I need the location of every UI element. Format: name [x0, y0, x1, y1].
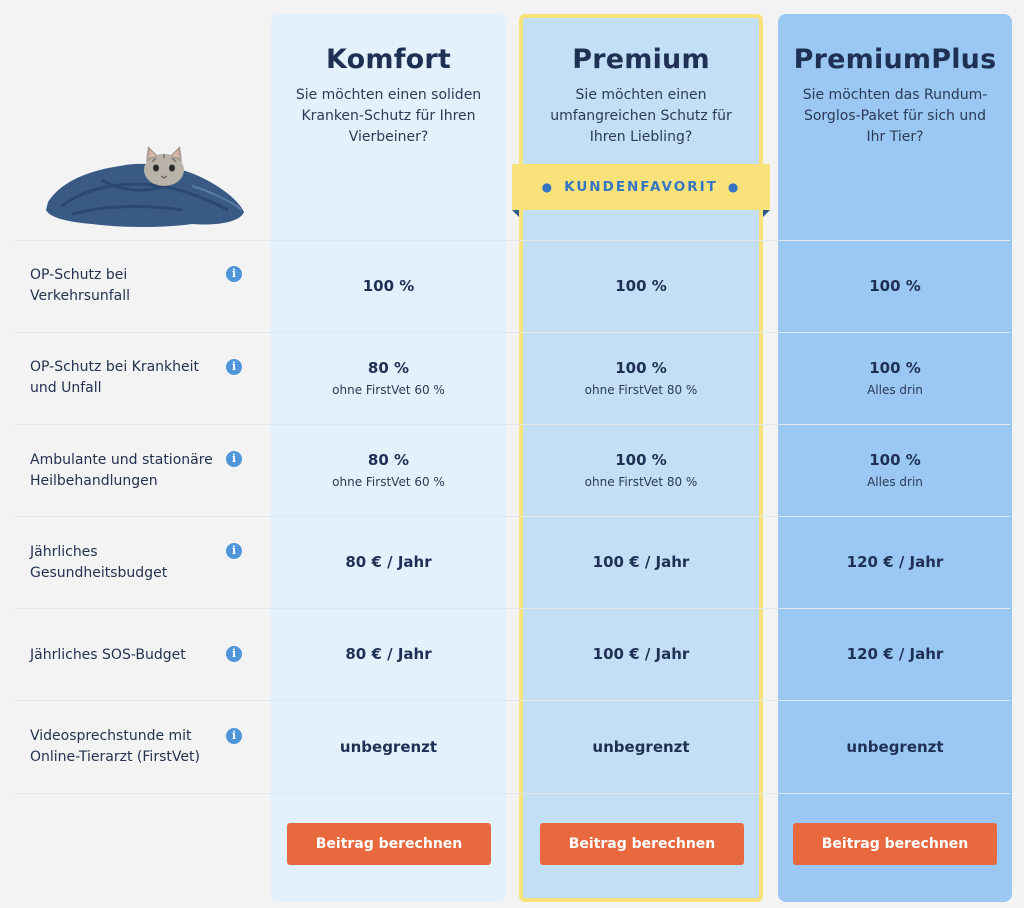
value-note: ohne FirstVet 60 %: [332, 383, 445, 397]
feature-value: 80 % ohne FirstVet 60 %: [271, 450, 506, 490]
value-note: Alles drin: [867, 383, 923, 397]
row-divider: [14, 793, 1010, 794]
ribbon-fold-left: [512, 210, 519, 217]
calculate-premium-button-komfort[interactable]: Beitrag berechnen: [287, 823, 491, 865]
badge-label: KUNDENFAVORIT: [564, 179, 718, 195]
value-main: 80 %: [367, 451, 410, 469]
value-main: 100 € / Jahr: [592, 553, 690, 571]
value-main: unbegrenzt: [339, 738, 438, 756]
cat-in-blanket-image: [46, 146, 244, 227]
customer-favorite-badge: ● KUNDENFAVORIT ●: [512, 164, 770, 210]
value-note: ohne FirstVet 80 %: [584, 475, 698, 489]
row-divider: [14, 424, 1010, 425]
plan-column-komfort: [271, 14, 506, 902]
feature-value: 100 % Alles drin: [778, 450, 1012, 490]
feature-value: 120 € / Jahr: [778, 552, 1012, 572]
feature-value: 100 € / Jahr: [519, 552, 763, 572]
value-main: unbegrenzt: [592, 738, 690, 756]
feature-label: OP-Schutz bei Verkehrsunfall: [30, 267, 131, 304]
feature-value: 120 € / Jahr: [778, 644, 1012, 664]
feature-value: 100 %: [271, 276, 506, 296]
plan-description: Sie möchten das Rundum-Sorglos-Paket für…: [802, 87, 988, 145]
paw-icon: ●: [541, 180, 555, 194]
feature-label: Jährliches SOS-Budget: [30, 647, 186, 663]
feature-value: unbegrenzt: [271, 737, 506, 757]
row-divider: [14, 516, 1010, 517]
value-main: 80 %: [367, 359, 410, 377]
feature-value: 100 % ohne FirstVet 80 %: [519, 358, 763, 398]
row-divider: [14, 332, 1010, 333]
feature-value: 80 % ohne FirstVet 60 %: [271, 358, 506, 398]
feature-value: 100 %: [519, 276, 763, 296]
feature-label: Ambulante und stationäre Heilbehandlunge…: [30, 452, 213, 489]
value-note: ohne FirstVet 80 %: [584, 383, 698, 397]
info-icon[interactable]: i: [226, 728, 242, 744]
plan-header-premium: Premium Sie möchten einen umfangreichen …: [519, 44, 763, 148]
plan-column-premium: [519, 14, 763, 902]
row-divider: [14, 608, 1010, 609]
info-icon[interactable]: i: [226, 646, 242, 662]
feature-value: 80 € / Jahr: [271, 552, 506, 572]
plan-header-premiumplus: PremiumPlus Sie möchten das Rundum-Sorgl…: [778, 44, 1012, 148]
ribbon-fold-right: [763, 210, 770, 217]
value-main: 100 %: [362, 277, 415, 295]
feature-value: unbegrenzt: [519, 737, 763, 757]
feature-value: 100 % Alles drin: [778, 358, 1012, 398]
value-main: 100 %: [615, 451, 667, 469]
plan-title: Premium: [572, 44, 710, 75]
value-main: 100 %: [869, 359, 921, 377]
value-main: 100 %: [869, 277, 921, 295]
plan-title: Komfort: [325, 44, 452, 75]
value-main: 100 %: [869, 451, 921, 469]
value-note: Alles drin: [867, 475, 923, 489]
value-main: 100 %: [615, 277, 667, 295]
calculate-premium-button-premium[interactable]: Beitrag berechnen: [540, 823, 744, 865]
feature-value: unbegrenzt: [778, 737, 1012, 757]
info-icon[interactable]: i: [226, 359, 242, 375]
feature-label: Jährliches Gesundheitsbudget: [30, 544, 168, 581]
value-main: 100 %: [615, 359, 667, 377]
plan-title: PremiumPlus: [793, 44, 997, 75]
value-note: ohne FirstVet 60 %: [332, 475, 445, 489]
value-main: 80 € / Jahr: [345, 645, 432, 663]
info-icon[interactable]: i: [226, 451, 242, 467]
feature-value: 100 € / Jahr: [519, 644, 763, 664]
row-divider: [14, 700, 1010, 701]
feature-value: 100 % ohne FirstVet 80 %: [519, 450, 763, 490]
value-main: unbegrenzt: [846, 738, 944, 756]
feature-value: 80 € / Jahr: [271, 644, 506, 664]
value-main: 100 € / Jahr: [592, 645, 690, 663]
feature-label: OP-Schutz bei Krankheit und Unfall: [30, 359, 200, 396]
plan-description: Sie möchten einen soliden Kranken-Schutz…: [295, 87, 482, 145]
row-divider: [14, 240, 1010, 241]
info-icon[interactable]: i: [226, 543, 242, 559]
paw-icon: ●: [727, 180, 741, 194]
feature-label: Videosprechstunde mit Online-Tierarzt (F…: [30, 728, 200, 765]
calculate-premium-button-premiumplus[interactable]: Beitrag berechnen: [793, 823, 997, 865]
info-icon[interactable]: i: [226, 266, 242, 282]
plan-header-komfort: Komfort Sie möchten einen soliden Kranke…: [271, 44, 506, 148]
plan-description: Sie möchten einen umfangreichen Schutz f…: [550, 87, 732, 145]
feature-value: 100 %: [778, 276, 1012, 296]
value-main: 120 € / Jahr: [846, 553, 944, 571]
value-main: 80 € / Jahr: [345, 553, 432, 571]
plan-column-premiumplus: [778, 14, 1012, 902]
value-main: 120 € / Jahr: [846, 645, 944, 663]
